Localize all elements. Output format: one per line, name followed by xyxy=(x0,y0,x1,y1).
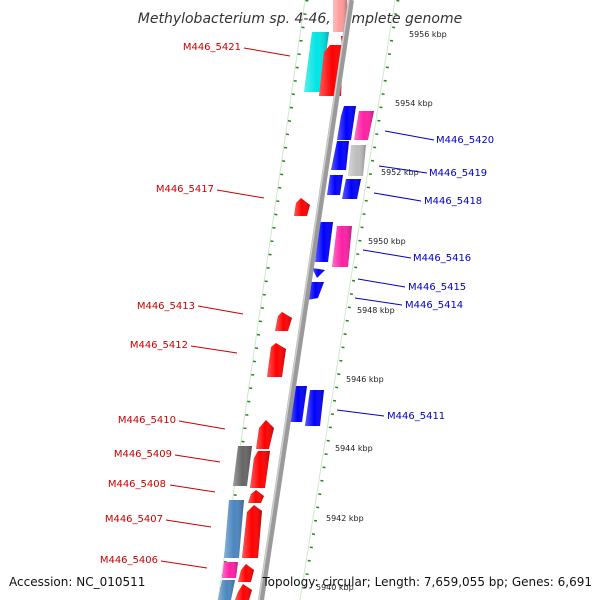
left-gene-labels: M446_5421 M446_5417 M446_5413 M446_5412 … xyxy=(100,42,291,569)
gene-feature[interactable] xyxy=(312,268,325,278)
gene-label[interactable]: M446_5408 xyxy=(108,479,166,490)
gene-feature[interactable] xyxy=(267,343,286,377)
label-leader-line xyxy=(216,189,265,199)
gene-feature[interactable] xyxy=(222,562,238,578)
gene-feature[interactable] xyxy=(275,312,292,331)
label-leader-line xyxy=(378,165,428,174)
label-leader-line xyxy=(357,278,406,288)
scale-label: 5948 kbp xyxy=(357,306,395,315)
label-leader-line xyxy=(243,47,291,57)
label-leader-line xyxy=(373,192,422,202)
gene-feature[interactable] xyxy=(248,490,264,503)
gene-feature[interactable] xyxy=(337,106,356,140)
gene-feature[interactable] xyxy=(235,584,252,600)
scale-label: 5952 kbp xyxy=(381,168,419,177)
gene-label[interactable]: M446_5413 xyxy=(137,301,195,312)
label-leader-line xyxy=(362,249,412,259)
label-leader-line xyxy=(197,305,244,315)
map-title: Methylobacterium sp. 4-46, complete geno… xyxy=(138,11,462,27)
genome-backbone xyxy=(258,0,354,600)
label-leader-line xyxy=(160,560,208,569)
gene-feature[interactable] xyxy=(256,420,274,449)
gene-label[interactable]: M446_5410 xyxy=(118,415,176,426)
accession-label: Accession: NC_010511 xyxy=(9,575,145,589)
label-leader-line xyxy=(354,297,403,306)
label-leader-line xyxy=(165,519,212,528)
gene-label[interactable]: M446_5412 xyxy=(130,340,188,351)
gene-feature[interactable] xyxy=(250,451,270,488)
gene-label[interactable]: M446_5406 xyxy=(100,555,158,566)
outer-guide-line xyxy=(299,0,396,600)
scale-label: 5946 kbp xyxy=(346,375,384,384)
label-leader-line xyxy=(178,420,226,430)
gene-label[interactable]: M446_5416 xyxy=(413,253,471,264)
scale-label: 5954 kbp xyxy=(395,99,433,108)
gene-label[interactable]: M446_5420 xyxy=(436,135,494,146)
gene-feature[interactable] xyxy=(332,226,352,267)
gene-label[interactable]: M446_5417 xyxy=(156,184,214,195)
gene-feature[interactable] xyxy=(242,505,262,558)
gene-label[interactable]: M446_5414 xyxy=(405,300,463,311)
label-leader-line xyxy=(336,409,385,417)
scale-label: 5942 kbp xyxy=(326,514,364,523)
scale-label: 5956 kbp xyxy=(409,30,447,39)
scale-label: 5940 kbp xyxy=(316,583,354,592)
scale-label: 5950 kbp xyxy=(368,237,406,246)
genome-backbone-highlight xyxy=(258,0,350,600)
label-leader-line xyxy=(174,454,221,463)
scale-label: 5944 kbp xyxy=(335,444,373,453)
gene-label[interactable]: M446_5419 xyxy=(429,168,487,179)
gene-label[interactable]: M446_5418 xyxy=(424,196,482,207)
gene-feature[interactable] xyxy=(331,141,349,170)
gene-feature[interactable] xyxy=(233,446,252,486)
gene-feature[interactable] xyxy=(327,175,343,195)
gene-feature[interactable] xyxy=(238,564,254,582)
genome-summary: Topology: circular; Length: 7,659,055 bp… xyxy=(261,575,592,589)
gene-feature[interactable] xyxy=(342,179,361,199)
gene-feature[interactable] xyxy=(294,198,310,216)
scale-labels: 5956 kbp 5954 kbp 5952 kbp 5950 kbp 5948… xyxy=(316,30,447,592)
label-leader-line xyxy=(190,345,238,354)
gene-features xyxy=(218,0,374,600)
label-leader-line xyxy=(384,130,435,141)
gene-label[interactable]: M446_5415 xyxy=(408,282,466,293)
gene-label[interactable]: M446_5421 xyxy=(183,42,241,53)
gene-feature[interactable] xyxy=(305,390,324,426)
right-gene-labels: M446_5420 M446_5419 M446_5418 M446_5416 … xyxy=(336,130,494,422)
gene-feature[interactable] xyxy=(354,111,374,140)
gene-feature[interactable] xyxy=(224,500,244,558)
gene-feature[interactable] xyxy=(348,145,366,176)
label-leader-line xyxy=(169,484,216,493)
gene-label[interactable]: M446_5407 xyxy=(105,514,163,525)
gene-label[interactable]: M446_5411 xyxy=(387,411,445,422)
gene-label[interactable]: M446_5409 xyxy=(114,449,172,460)
